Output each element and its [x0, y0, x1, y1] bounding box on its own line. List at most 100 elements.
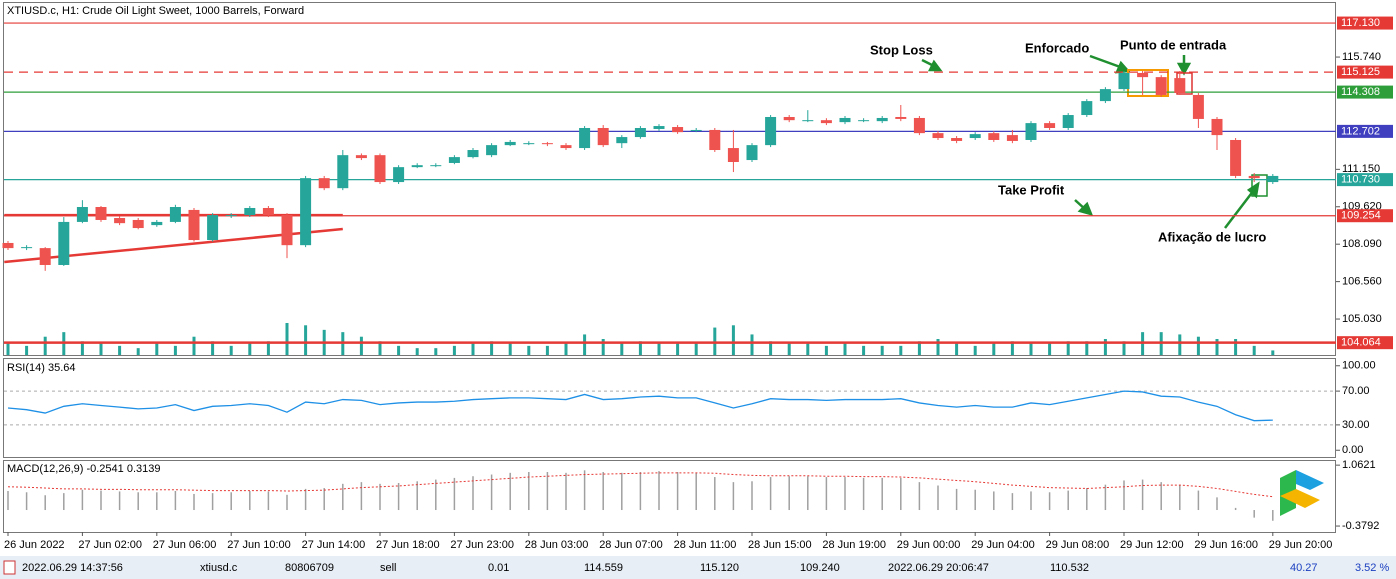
arrow-head [1176, 62, 1192, 76]
candle-body [76, 207, 88, 222]
status-cell: 40.27 [1290, 562, 1318, 574]
candle-body [802, 120, 814, 122]
candle-body [951, 138, 963, 141]
candle-body [1248, 175, 1260, 179]
volume-bar [415, 348, 419, 355]
volume-bar [955, 343, 959, 355]
x-tick-label: 26 Jun 2022 [4, 539, 65, 551]
annotation: Punto de entrada [1120, 37, 1227, 52]
volume-bar [1122, 341, 1126, 355]
x-tick-label: 29 Jun 04:00 [971, 539, 1035, 551]
y-tick-label: -0.3792 [1342, 520, 1379, 532]
candle-body [244, 207, 256, 216]
candle-body [746, 145, 758, 161]
status-cell: 80806709 [285, 562, 334, 574]
volume-bar [248, 343, 252, 355]
candle-body [374, 155, 386, 183]
arrow-head [1077, 201, 1094, 216]
volume-bar [638, 341, 642, 355]
candle-body [448, 157, 460, 163]
level-label-box [1337, 336, 1393, 350]
x-tick-label: 28 Jun 11:00 [674, 539, 737, 551]
candle-body [39, 248, 51, 265]
candle-body [932, 133, 944, 139]
candle-body [337, 155, 349, 189]
x-tick-label: 29 Jun 08:00 [1046, 539, 1110, 551]
y-tick-label: 70.00 [1342, 385, 1370, 397]
rsi-title: RSI(14) 35.64 [7, 362, 75, 374]
volume-bar [1010, 341, 1014, 355]
candle-body [1006, 135, 1018, 141]
candle-body [783, 116, 795, 121]
volume-bar [397, 345, 401, 355]
candle-body [95, 207, 107, 220]
order-icon [3, 560, 16, 575]
volume-bar [43, 336, 47, 355]
signal-line [7, 472, 1273, 498]
candle-body [318, 178, 330, 189]
y-tick-label: 105.030 [1342, 313, 1382, 325]
volume-bar [899, 345, 903, 355]
volume-bar [1215, 339, 1219, 355]
exit-box [1251, 174, 1268, 197]
candle-body [114, 218, 126, 224]
volume-bar [824, 345, 828, 355]
level-label-box [1337, 85, 1393, 99]
y-tick-label: 108.090 [1342, 238, 1382, 250]
candle-body [430, 165, 442, 167]
volume-bar [136, 348, 140, 355]
level-label-box [1337, 209, 1393, 223]
candle-body [1062, 115, 1074, 128]
volume-bar [620, 343, 624, 355]
candle-body [1230, 139, 1242, 176]
volume-bar [862, 345, 866, 355]
candle-body [132, 219, 144, 229]
candle-body [597, 127, 609, 146]
volume-bar [304, 325, 308, 355]
candle-body [541, 143, 553, 145]
level-label: 110.730 [1341, 174, 1380, 186]
volume-bar [806, 343, 810, 355]
candle-body [486, 145, 498, 156]
volume-bar [229, 345, 233, 355]
status-bar [0, 556, 1396, 579]
candle-body [858, 120, 870, 122]
status-cell: sell [380, 562, 397, 574]
candle-body [1025, 123, 1037, 140]
candle-body [634, 127, 646, 138]
volume-bar [973, 345, 977, 355]
candle-body [467, 150, 479, 158]
candle-body [1155, 77, 1167, 95]
candle-body [281, 215, 293, 246]
candle-body [1211, 118, 1223, 136]
volume-bar [1029, 343, 1033, 355]
arrow-head [927, 59, 943, 72]
candle-body [504, 141, 516, 146]
status-cell: 2022.06.29 20:06:47 [888, 562, 989, 574]
candle-body [560, 145, 572, 149]
candle-body [1137, 72, 1149, 78]
volume-bar [99, 343, 103, 355]
status-cell: 2022.06.29 14:37:56 [22, 562, 123, 574]
volume-bar [1178, 334, 1182, 355]
volume-bar [992, 343, 996, 355]
volume-bar [490, 341, 494, 355]
x-tick-label: 28 Jun 07:00 [599, 539, 663, 551]
volume-bar [787, 343, 791, 355]
volume-bar [266, 341, 270, 355]
candle-body [820, 120, 832, 124]
annotation: Afixação de lucro [1158, 229, 1266, 244]
y-tick-label: 1.0621 [1342, 459, 1376, 471]
candle-body [523, 143, 535, 145]
candle-body [765, 116, 777, 146]
candle-body [709, 129, 721, 151]
volume-bar [657, 343, 661, 355]
volume-bar [211, 341, 215, 355]
candle-body [58, 221, 70, 265]
chart-title: XTIUSD.c, H1: Crude Oil Light Sweet, 100… [7, 5, 304, 17]
y-tick-label: 30.00 [1342, 419, 1370, 431]
rsi-panel [3, 358, 1336, 458]
candle-body [393, 167, 405, 183]
volume-bar [1103, 339, 1107, 355]
